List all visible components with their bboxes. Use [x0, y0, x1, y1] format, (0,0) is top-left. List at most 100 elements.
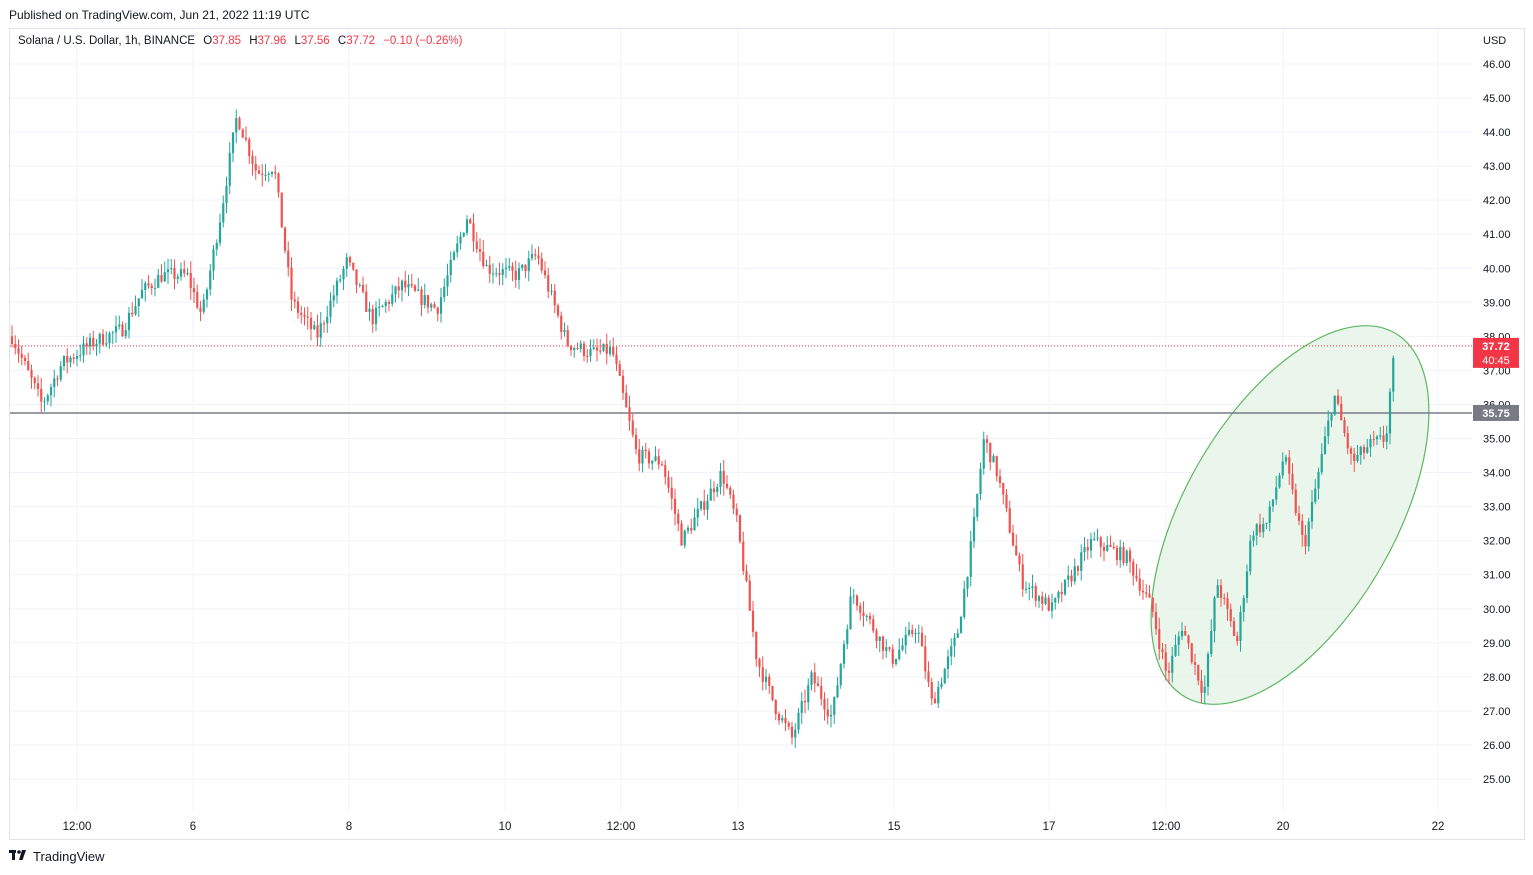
- candle-body: [1327, 420, 1330, 437]
- candle-body: [894, 658, 898, 664]
- candle-body: [664, 465, 667, 478]
- candle-body: [1262, 523, 1265, 533]
- candle-body: [966, 576, 969, 589]
- candle-body: [66, 355, 69, 363]
- candle-body: [846, 629, 849, 645]
- candle-body: [1119, 546, 1122, 561]
- candle-body: [820, 686, 823, 699]
- candle-body: [1015, 545, 1018, 556]
- y-tick-label: 40.00: [1483, 263, 1511, 275]
- candle-body: [566, 330, 569, 346]
- candle-body: [813, 672, 816, 684]
- footer-brand[interactable]: TradingView: [33, 849, 105, 864]
- tradingview-logo-icon[interactable]: [9, 849, 29, 864]
- candle-body: [449, 259, 452, 276]
- candle-body: [1346, 433, 1349, 449]
- candle-body: [1304, 535, 1307, 547]
- candle-body: [199, 307, 202, 312]
- candle-body: [345, 257, 348, 269]
- candle-body: [1336, 395, 1340, 404]
- candle-body: [534, 254, 537, 256]
- y-tick-label: 31.00: [1483, 570, 1511, 582]
- candle-body: [686, 527, 690, 531]
- candle-body: [166, 269, 170, 273]
- candle-body: [608, 346, 612, 354]
- candle-body: [631, 420, 634, 435]
- y-tick-label: 42.00: [1483, 195, 1511, 207]
- candle-body: [777, 714, 781, 721]
- candle-body: [1229, 609, 1232, 622]
- candle-body: [963, 588, 966, 617]
- y-tick-label: 44.00: [1483, 127, 1511, 139]
- candle-body: [1148, 593, 1151, 598]
- candle-body: [459, 236, 462, 244]
- candle-body: [599, 350, 602, 352]
- candle-body: [114, 326, 118, 333]
- candle-body: [677, 513, 680, 524]
- candle-body: [738, 515, 742, 542]
- candle-body: [397, 286, 400, 291]
- candle-body: [1031, 586, 1034, 588]
- chart-legend: Solana / U.S. Dollar, 1h, BINANCE O37.85…: [18, 35, 462, 47]
- candle-body: [829, 714, 833, 717]
- candle-body: [1128, 550, 1132, 562]
- candle-body: [868, 615, 872, 620]
- candle-body: [589, 348, 592, 357]
- candle-body: [365, 291, 368, 312]
- candle-body: [420, 289, 423, 306]
- candle-body: [849, 596, 852, 630]
- candle-body: [907, 629, 911, 635]
- candle-body: [764, 676, 768, 682]
- candle-body: [1041, 596, 1044, 604]
- candle-body: [1392, 358, 1395, 392]
- candle-body: [417, 289, 420, 291]
- candle-body: [774, 699, 777, 715]
- candle-body: [228, 153, 231, 186]
- candle-body: [673, 498, 677, 514]
- candle-body: [807, 685, 810, 703]
- candle-body: [40, 388, 43, 402]
- candle-body: [192, 288, 196, 293]
- candle-body: [1223, 597, 1226, 599]
- candle-body: [976, 494, 979, 517]
- candle-body: [222, 203, 225, 223]
- candle-body: [1333, 395, 1336, 415]
- candle-body: [361, 284, 365, 292]
- candle-body: [14, 344, 17, 349]
- candle-body: [706, 500, 709, 510]
- candle-body: [202, 299, 205, 312]
- candle-body: [537, 255, 540, 259]
- candle-body: [1226, 598, 1229, 610]
- candle-body: [1145, 592, 1148, 594]
- candle-body: [1008, 508, 1011, 533]
- candle-body: [816, 683, 820, 687]
- legend-open-value: 37.85: [212, 35, 241, 47]
- candle-body: [1154, 611, 1158, 630]
- candle-body: [147, 283, 150, 286]
- candle-body: [911, 629, 914, 634]
- candle-body: [352, 262, 355, 270]
- candle-body: [1210, 631, 1213, 654]
- candle-body: [576, 348, 579, 350]
- candle-body: [732, 494, 735, 509]
- candle-body: [241, 129, 244, 138]
- candle-body: [205, 289, 209, 300]
- candle-body: [326, 316, 329, 324]
- candle-body: [1343, 420, 1346, 434]
- candle-body: [839, 663, 842, 686]
- candle-body: [27, 361, 30, 371]
- candle-body: [478, 249, 482, 252]
- candle-body: [1177, 636, 1180, 645]
- candle-body: [1216, 585, 1219, 598]
- candle-body: [1057, 591, 1060, 599]
- x-tick-label: 13: [732, 821, 745, 833]
- candle-body: [244, 137, 248, 140]
- candle-body: [579, 343, 582, 349]
- candle-body: [105, 343, 108, 345]
- candle-body: [1301, 520, 1304, 536]
- candle-body: [339, 279, 342, 281]
- candle-body: [933, 698, 937, 704]
- candle-body: [1161, 649, 1164, 653]
- candle-body: [745, 571, 748, 581]
